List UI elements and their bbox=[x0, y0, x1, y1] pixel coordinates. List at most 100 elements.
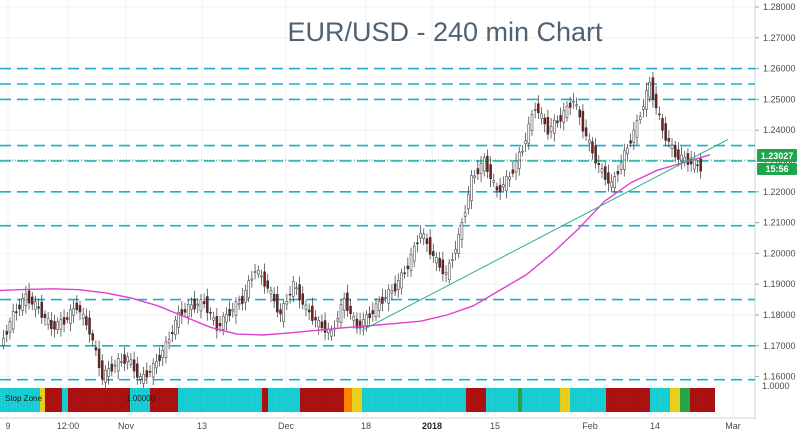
current-price-box bbox=[757, 149, 797, 162]
candle-body bbox=[594, 145, 597, 164]
candle-body bbox=[546, 117, 550, 135]
candle-body bbox=[253, 271, 257, 273]
candles bbox=[2, 71, 702, 392]
stop-zone-segment bbox=[268, 388, 300, 412]
price-tick-label: 1.16000 bbox=[763, 372, 796, 382]
stop-zone-segment bbox=[362, 388, 432, 412]
candle-body bbox=[136, 363, 139, 378]
candle-body bbox=[654, 93, 658, 109]
candle-body bbox=[148, 371, 152, 373]
current-price-label: 1.23027 bbox=[761, 151, 794, 161]
price-tick-label: 1.17000 bbox=[763, 341, 796, 351]
stop-zone-segment bbox=[486, 388, 518, 412]
candle-body bbox=[276, 294, 279, 313]
stop-zone-segment bbox=[62, 388, 68, 412]
candle-body bbox=[295, 287, 298, 290]
current-price-tag: 1.23027 15:56 bbox=[757, 149, 797, 175]
candle-body bbox=[553, 119, 556, 134]
candle-body bbox=[256, 269, 260, 275]
price-tick-label: 1.22000 bbox=[763, 187, 796, 197]
candle-body bbox=[167, 339, 171, 344]
candle-body bbox=[123, 354, 126, 364]
candle-body bbox=[34, 301, 37, 310]
candle-body bbox=[314, 316, 317, 321]
candle-body bbox=[88, 317, 91, 335]
candle-body bbox=[616, 171, 620, 175]
candle-body bbox=[600, 168, 604, 173]
candle-body bbox=[37, 306, 40, 309]
plot-background bbox=[0, 0, 755, 432]
candle-body bbox=[479, 163, 483, 174]
countdown-label: 15:56 bbox=[765, 164, 788, 174]
time-tick-label: Mar bbox=[725, 421, 741, 431]
candle-body bbox=[562, 110, 566, 123]
candle-body bbox=[342, 298, 346, 311]
candle-body bbox=[670, 144, 674, 149]
candle-body bbox=[43, 313, 47, 318]
candle-body bbox=[250, 278, 254, 281]
candle-body bbox=[81, 313, 85, 319]
candle-body bbox=[18, 304, 21, 310]
candle-body bbox=[139, 376, 142, 380]
candle-body bbox=[476, 168, 480, 175]
candle-body bbox=[406, 265, 410, 270]
candle-body bbox=[212, 317, 215, 321]
candle-body bbox=[145, 370, 149, 378]
candle-body bbox=[632, 129, 636, 143]
candle-body bbox=[651, 77, 655, 100]
candle-body bbox=[495, 186, 499, 191]
candle-body bbox=[129, 359, 133, 365]
candle-body bbox=[241, 295, 244, 304]
candle-body bbox=[387, 289, 390, 304]
time-tick-label: 2018 bbox=[422, 421, 442, 431]
price-tick-label: 1.18000 bbox=[763, 310, 796, 320]
candle-body bbox=[470, 175, 473, 202]
candle-body bbox=[629, 140, 632, 144]
stop-zone-segment bbox=[560, 388, 570, 412]
candle-body bbox=[607, 172, 610, 184]
candle-body bbox=[584, 127, 588, 137]
candle-body bbox=[228, 308, 231, 317]
candle-body bbox=[330, 330, 333, 337]
candle-body bbox=[317, 320, 320, 328]
stop-zone-segment bbox=[432, 388, 466, 412]
candle-body bbox=[27, 290, 31, 304]
candle-body bbox=[21, 298, 24, 311]
stop-zone-axis-label: 1.0000 bbox=[762, 381, 790, 391]
stop-zone-segment bbox=[68, 388, 130, 412]
candle-body bbox=[673, 144, 677, 158]
candle-body bbox=[664, 123, 667, 141]
candle-body bbox=[524, 140, 527, 145]
candle-body bbox=[272, 294, 276, 302]
candle-body bbox=[59, 319, 63, 330]
candle-body bbox=[463, 212, 467, 217]
trendline[interactable] bbox=[361, 138, 729, 331]
stop-zone-segment bbox=[178, 388, 262, 412]
stop-zone-indicator[interactable] bbox=[0, 388, 715, 412]
time-tick-label: Feb bbox=[582, 421, 598, 431]
candle-body bbox=[11, 310, 15, 330]
candle-body bbox=[237, 302, 241, 306]
candle-body bbox=[132, 359, 136, 372]
candle-body bbox=[603, 166, 607, 180]
candle-body bbox=[101, 360, 104, 380]
candle-body bbox=[107, 368, 110, 377]
candle-body bbox=[97, 348, 101, 369]
candle-body bbox=[307, 309, 311, 313]
time-axis-ticks: 9 12:00 Nov 13 Dec 18 2018 15 Feb 14 Mar bbox=[5, 421, 740, 431]
candle-body bbox=[282, 303, 285, 322]
candle-body bbox=[116, 358, 120, 372]
time-tick-label: 13 bbox=[197, 421, 207, 431]
candle-body bbox=[231, 309, 235, 312]
stop-zone-segment bbox=[650, 388, 670, 412]
candle-body bbox=[505, 175, 508, 192]
candle-body bbox=[381, 296, 384, 304]
candle-body bbox=[489, 164, 492, 180]
candle-body bbox=[365, 314, 368, 328]
candle-body bbox=[53, 321, 56, 330]
price-tick-label: 1.21000 bbox=[763, 218, 796, 228]
stop-zone-segment bbox=[352, 388, 362, 412]
candle-body bbox=[279, 309, 282, 315]
stop-zone-segment bbox=[150, 388, 178, 412]
